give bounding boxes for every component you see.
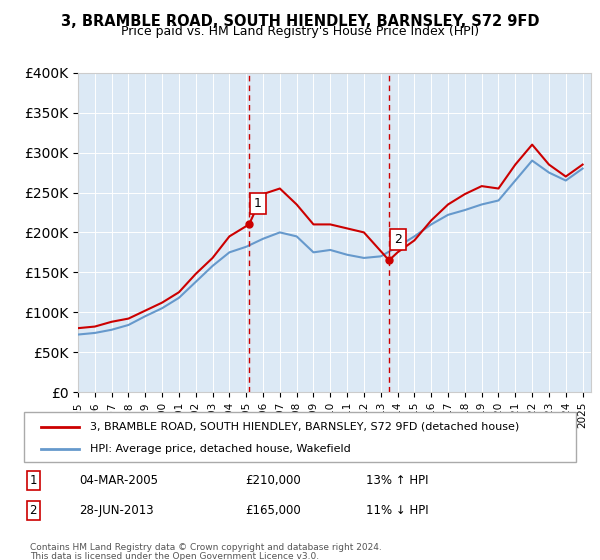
Text: 28-JUN-2013: 28-JUN-2013 (79, 504, 154, 517)
Text: 04-MAR-2005: 04-MAR-2005 (79, 474, 158, 487)
Text: £210,000: £210,000 (245, 474, 301, 487)
Text: 3, BRAMBLE ROAD, SOUTH HIENDLEY, BARNSLEY, S72 9FD (detached house): 3, BRAMBLE ROAD, SOUTH HIENDLEY, BARNSLE… (90, 422, 520, 432)
Text: Contains HM Land Registry data © Crown copyright and database right 2024.: Contains HM Land Registry data © Crown c… (30, 543, 382, 552)
Text: £165,000: £165,000 (245, 504, 301, 517)
Text: 13% ↑ HPI: 13% ↑ HPI (366, 474, 429, 487)
Text: This data is licensed under the Open Government Licence v3.0.: This data is licensed under the Open Gov… (30, 552, 319, 560)
Text: HPI: Average price, detached house, Wakefield: HPI: Average price, detached house, Wake… (90, 445, 351, 454)
Text: 2: 2 (394, 233, 402, 246)
Text: 1: 1 (254, 197, 262, 210)
Text: 11% ↓ HPI: 11% ↓ HPI (366, 504, 429, 517)
Text: 3, BRAMBLE ROAD, SOUTH HIENDLEY, BARNSLEY, S72 9FD: 3, BRAMBLE ROAD, SOUTH HIENDLEY, BARNSLE… (61, 14, 539, 29)
Text: 2: 2 (29, 504, 37, 517)
Text: Price paid vs. HM Land Registry's House Price Index (HPI): Price paid vs. HM Land Registry's House … (121, 25, 479, 38)
FancyBboxPatch shape (24, 412, 576, 462)
Text: 1: 1 (29, 474, 37, 487)
